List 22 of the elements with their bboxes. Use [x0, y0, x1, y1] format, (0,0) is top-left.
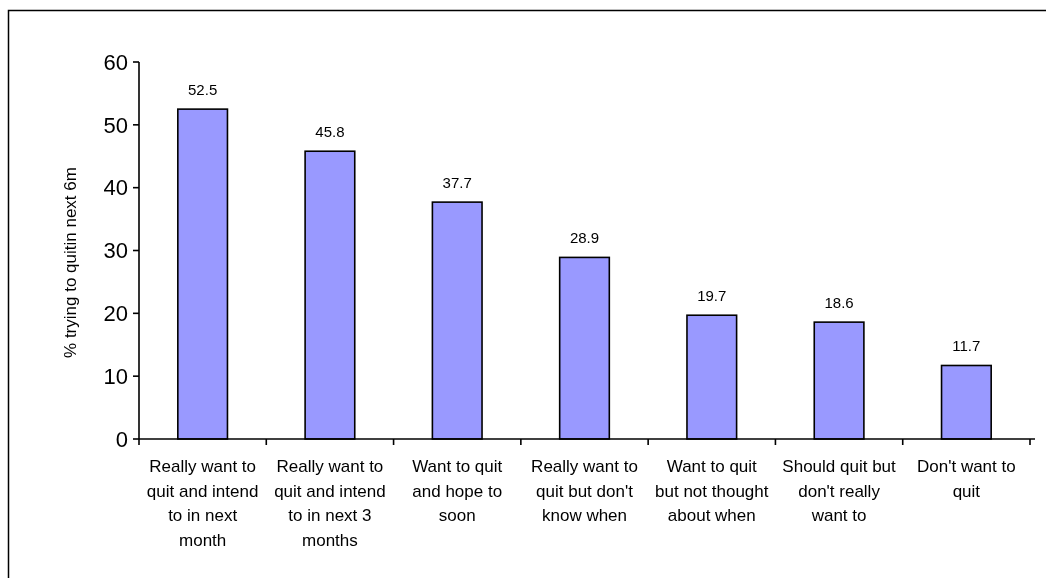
y-tick-label: 40	[103, 175, 128, 201]
y-tick-label: 10	[103, 363, 128, 389]
x-tick-label: Don't want to quit	[917, 457, 1016, 501]
data-label: 18.6	[824, 294, 854, 312]
y-axis-title: % trying to quitin next 6m	[61, 167, 80, 358]
x-tick-label: Want to quit and hope to soon	[412, 457, 503, 525]
data-label: 11.7	[952, 337, 981, 355]
data-label: 52.5	[188, 81, 218, 99]
data-label: 37.7	[442, 174, 472, 192]
y-tick-label: 0	[115, 426, 128, 452]
data-label: 28.9	[569, 229, 600, 247]
y-tick-label: 30	[103, 238, 128, 264]
data-label: 45.8	[315, 123, 345, 141]
x-tick-label: Should quit but don't really want to	[782, 457, 897, 525]
data-label: 19.7	[697, 287, 727, 305]
y-tick-label: 20	[103, 301, 128, 327]
x-tick-label: Really want to quit and intend to in next 3 months	[274, 457, 386, 550]
x-tick-label: Really want to quit and intend to in next month	[146, 457, 259, 550]
x-tick-label: Want to quit but not thought about when	[655, 457, 769, 525]
x-tick-label: Really want to quit but don't know when	[531, 457, 638, 525]
y-tick-label: 50	[103, 112, 128, 138]
y-tick-label: 60	[103, 49, 128, 75]
